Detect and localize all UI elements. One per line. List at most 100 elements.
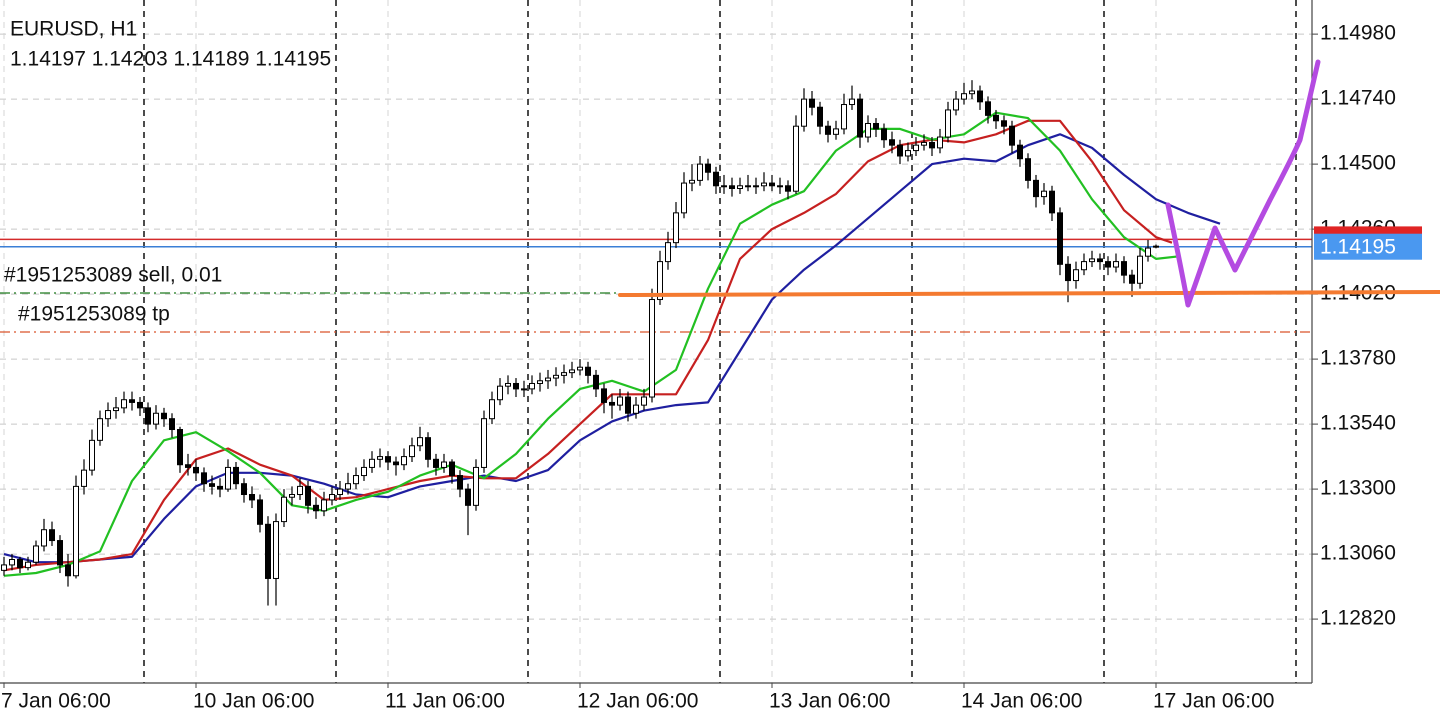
candle-body: [233, 466, 239, 485]
candle-body: [1009, 125, 1015, 146]
candle-body: [721, 185, 727, 188]
candle-body: [577, 366, 583, 371]
candle-body: [705, 163, 711, 173]
candle-body: [401, 456, 407, 466]
candle-body: [265, 523, 271, 579]
indicator-line: [3, 133, 1221, 564]
candle-body: [633, 404, 639, 414]
candle-body: [937, 136, 943, 149]
candle-body: [881, 128, 887, 141]
candle-body: [33, 545, 39, 563]
candle-body: [921, 141, 927, 146]
candle-body: [769, 182, 775, 187]
candle-body: [625, 396, 631, 414]
y-tick-label: 1.12820: [1320, 607, 1396, 630]
hand-drawn-scribble: [1165, 59, 1321, 308]
candle-body: [673, 212, 679, 244]
candle-body: [329, 494, 335, 501]
candle-body: [281, 496, 287, 523]
order-labels: #1951253089 sell, 0.01 #1951253089 tp: [4, 264, 222, 326]
order-label: #1951253089 tp: [18, 303, 170, 326]
candle-body: [65, 564, 71, 577]
ask-tag: [1314, 226, 1422, 236]
y-tick-label: 1.13300: [1320, 477, 1396, 500]
candle-body: [785, 185, 791, 192]
candle-body: [105, 410, 111, 420]
candle-body: [489, 399, 495, 420]
candle-body: [1057, 212, 1063, 265]
candle-body: [337, 488, 343, 496]
candle-body: [1129, 274, 1135, 284]
candle-body: [113, 407, 119, 412]
candle-body: [177, 429, 183, 466]
candle-body: [417, 437, 423, 447]
candle-body: [97, 418, 103, 441]
candle-body: [521, 388, 527, 391]
grid: [0, 0, 1312, 683]
candle-body: [393, 461, 399, 466]
candle-body: [465, 488, 471, 506]
candle-body: [537, 380, 543, 384]
candle-body: [209, 483, 215, 487]
candle-body: [1113, 261, 1119, 268]
candle-body: [225, 466, 231, 490]
candle-body: [161, 412, 167, 420]
candle-body: [681, 182, 687, 214]
candle-body: [905, 150, 911, 157]
hand-drawn-line: [618, 290, 1440, 297]
candle-body: [49, 529, 55, 542]
x-tick-label: 17 Jan 06:00: [1153, 690, 1274, 713]
candle-body: [737, 185, 743, 189]
candle-body: [873, 122, 879, 130]
candle-body: [297, 485, 303, 496]
x-tick-label: 13 Jan 06:00: [769, 690, 890, 713]
candle-body: [897, 144, 903, 157]
candle-body: [801, 98, 807, 127]
candle-body: [249, 494, 255, 501]
candle-body: [201, 472, 207, 485]
candle-body: [849, 98, 855, 106]
candle-body: [689, 179, 695, 184]
x-tick-label: 10 Jan 06:00: [193, 690, 314, 713]
candle-body: [777, 185, 783, 188]
candle-body: [169, 418, 175, 431]
candle-body: [377, 456, 383, 460]
candle-body: [649, 299, 655, 398]
candle-body: [641, 396, 647, 406]
candle-body: [961, 93, 967, 100]
candle-body: [1033, 179, 1039, 198]
candle-body: [1137, 255, 1143, 284]
candle-body: [841, 104, 847, 130]
candle-body: [809, 98, 815, 108]
candle-body: [793, 125, 799, 192]
candle-body: [313, 504, 319, 512]
levels: [0, 238, 1312, 333]
candle-body: [1041, 190, 1047, 198]
candle-body: [497, 385, 503, 401]
candle-body: [505, 382, 511, 387]
x-tick-label: 7 Jan 06:00: [1, 690, 111, 713]
candle-body: [745, 185, 751, 188]
candle-body: [1153, 245, 1159, 248]
candle-body: [73, 485, 79, 577]
bid-tag: [1314, 233, 1422, 260]
candle-body: [889, 139, 895, 146]
y-tick-label: 1.13060: [1320, 542, 1396, 565]
candle-body: [985, 101, 991, 116]
candle-body: [1105, 261, 1111, 268]
candle-body: [529, 382, 535, 390]
candle-body: [1097, 258, 1103, 263]
candle-body: [1121, 261, 1127, 276]
x-tick-label: 11 Jan 06:00: [385, 690, 505, 713]
chart-subtitle: 1.14197 1.14203 1.14189 1.14195: [10, 48, 331, 71]
candle-body: [865, 122, 871, 138]
y-tick-label: 1.14740: [1320, 87, 1396, 110]
candle-body: [153, 412, 159, 425]
candle-body: [513, 382, 519, 390]
candle-body: [913, 144, 919, 152]
indicator-line: [3, 119, 1173, 572]
candle-body: [1, 564, 7, 571]
candle-body: [1073, 269, 1079, 282]
y-tick-label: 1.13540: [1320, 412, 1396, 435]
y-tick-label: 1.14980: [1320, 22, 1396, 45]
